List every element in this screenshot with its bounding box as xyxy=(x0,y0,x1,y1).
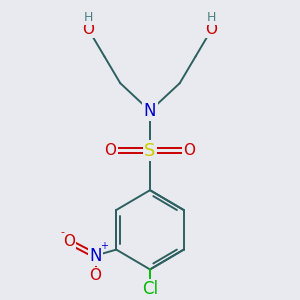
Text: O: O xyxy=(104,143,116,158)
Text: -: - xyxy=(61,227,65,237)
Text: H: H xyxy=(84,11,93,24)
Text: O: O xyxy=(63,234,75,249)
Text: +: + xyxy=(100,241,109,250)
Text: O: O xyxy=(206,22,218,37)
Text: Cl: Cl xyxy=(142,280,158,298)
Text: O: O xyxy=(184,143,196,158)
Text: N: N xyxy=(89,247,102,265)
Text: O: O xyxy=(89,268,101,283)
Text: H: H xyxy=(207,11,216,24)
Text: O: O xyxy=(82,22,94,37)
Text: N: N xyxy=(144,102,156,120)
Text: S: S xyxy=(144,142,156,160)
